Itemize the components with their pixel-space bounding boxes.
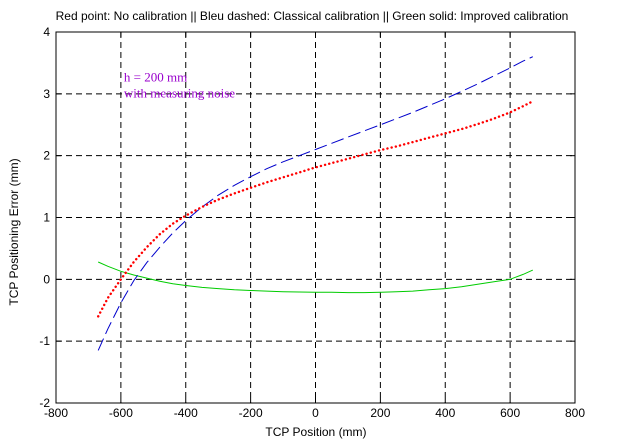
x-tick-label: -600 [109,406,133,420]
x-axis-label: TCP Position (mm) [265,425,366,439]
x-tick-label: 0 [312,406,319,420]
x-tick-label: 200 [370,406,390,420]
grid [56,32,575,403]
x-tick-label: 800 [565,406,585,420]
y-tick-label: 1 [43,211,50,225]
series-group [97,56,534,351]
y-tick-label: 4 [43,25,50,39]
x-tick-label: -200 [239,406,263,420]
ticks: -800 -600 -400 -200 0 200 400 600 800 -2 -1 0 1 2 3 4 [39,25,585,420]
chart-title: Red point: No calibration || Bleu dashed… [56,9,569,23]
annotation-line: with measuring noise [124,85,235,100]
annotation-line: h = 200 mm [124,69,187,84]
series-dashed-line [97,56,534,351]
x-tick-label: 600 [500,406,520,420]
y-axis-label: TCP Positioning Error (mm) [7,158,21,305]
y-tick-label: -2 [39,396,50,410]
x-tick-label: 400 [435,406,455,420]
y-tick-label: 3 [43,87,50,101]
y-tick-label: 2 [43,149,50,163]
series-dotted-line [97,100,534,318]
series-solid-line [97,261,534,294]
y-tick-label: 0 [43,272,50,286]
y-tick-label: -1 [39,334,50,348]
x-tick-label: -800 [44,406,68,420]
x-tick-label: -400 [174,406,198,420]
